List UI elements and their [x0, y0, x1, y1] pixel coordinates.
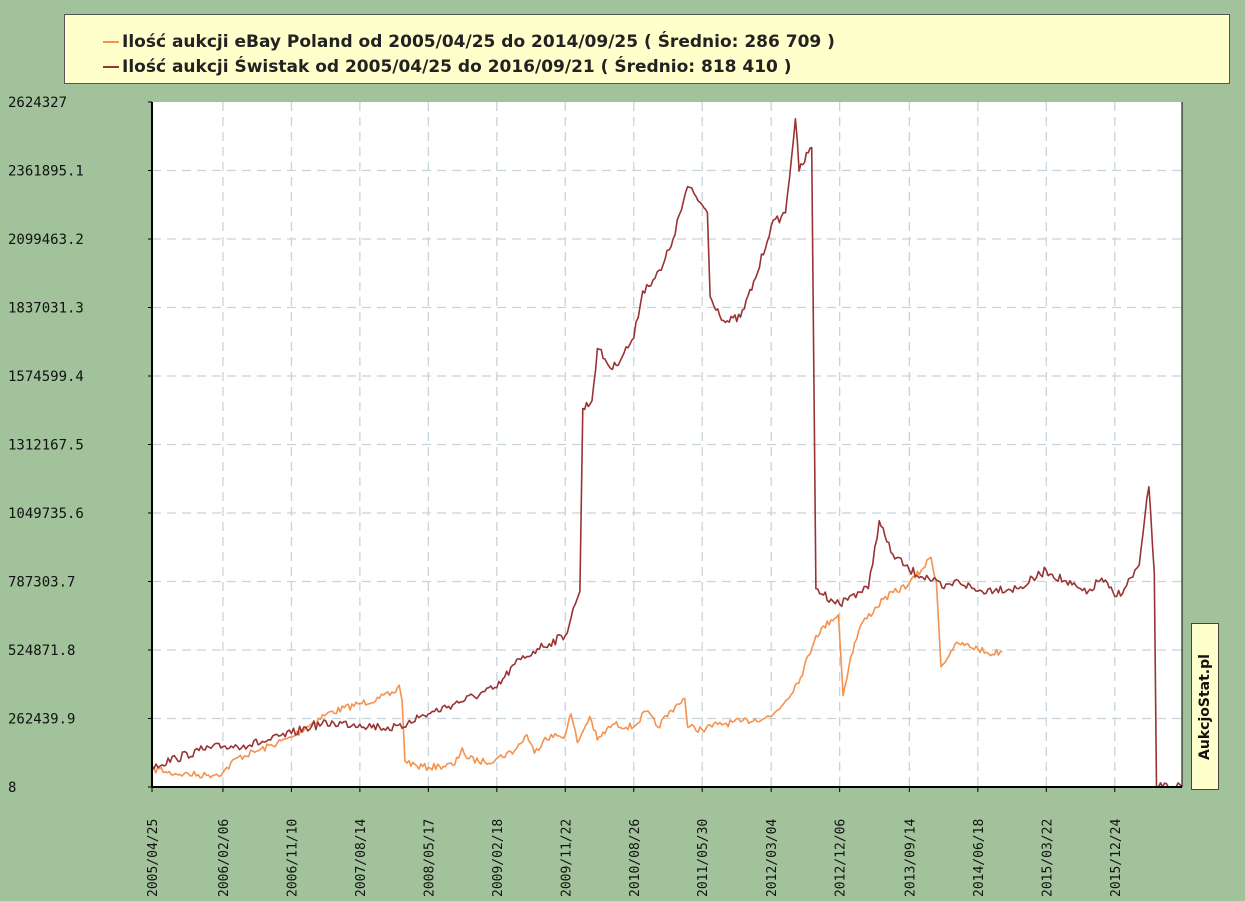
y-tick-label: 1312167.5 [8, 438, 84, 454]
x-tick-label: 2015/03/22 [1040, 819, 1055, 897]
chart-legend: Ilość aukcji eBay Poland od 2005/04/25 d… [64, 14, 1230, 84]
legend-swatch-ebay [103, 41, 119, 43]
legend-swatch-swistak [103, 66, 119, 68]
x-tick-label: 2011/05/30 [696, 819, 711, 897]
x-tick-label: 2008/05/17 [422, 819, 437, 897]
y-tick-label: 787303.7 [8, 575, 75, 591]
x-tick-label: 2005/04/25 [146, 819, 161, 897]
y-tick-label: 2361895.1 [8, 164, 84, 180]
y-tick-label: 1837031.3 [8, 301, 84, 317]
y-tick-label: 2624327 [8, 95, 67, 111]
x-tick-label: 2012/12/06 [834, 819, 849, 897]
x-tick-label: 2012/03/04 [765, 819, 780, 897]
y-tick-label: 524871.8 [8, 643, 75, 659]
y-tick-label: 262439.9 [8, 712, 75, 728]
x-tick-label: 2007/08/14 [354, 819, 369, 897]
y-tick-label: 2099463.2 [8, 232, 84, 248]
y-tick-label: 1574599.4 [8, 369, 84, 385]
x-tick-label: 2014/06/18 [972, 819, 987, 897]
legend-label-ebay: Ilość aukcji eBay Poland od 2005/04/25 d… [122, 32, 835, 52]
y-tick-label: 1049735.6 [8, 506, 84, 522]
legend-item-swistak: Ilość aukcji Świstak od 2005/04/25 do 20… [103, 55, 792, 79]
x-tick-label: 2009/11/22 [559, 819, 574, 897]
x-tick-label: 2015/12/24 [1109, 819, 1124, 897]
y-tick-label: 8 [8, 780, 16, 796]
legend-item-ebay: Ilość aukcji eBay Poland od 2005/04/25 d… [103, 30, 835, 54]
x-tick-label: 2006/11/10 [285, 819, 300, 897]
brand-label: AukcjoStat.pl [1197, 653, 1214, 760]
x-tick-label: 2013/09/14 [903, 819, 918, 897]
x-tick-label: 2009/02/18 [491, 819, 506, 897]
x-tick-label: 2006/02/06 [217, 819, 232, 897]
x-tick-label: 2010/08/26 [628, 819, 643, 897]
legend-label-swistak: Ilość aukcji Świstak od 2005/04/25 do 20… [122, 57, 792, 77]
aukcjostat-logo: AukcjoStat.pl [1191, 623, 1219, 790]
series-line-swistak [151, 118, 1183, 788]
